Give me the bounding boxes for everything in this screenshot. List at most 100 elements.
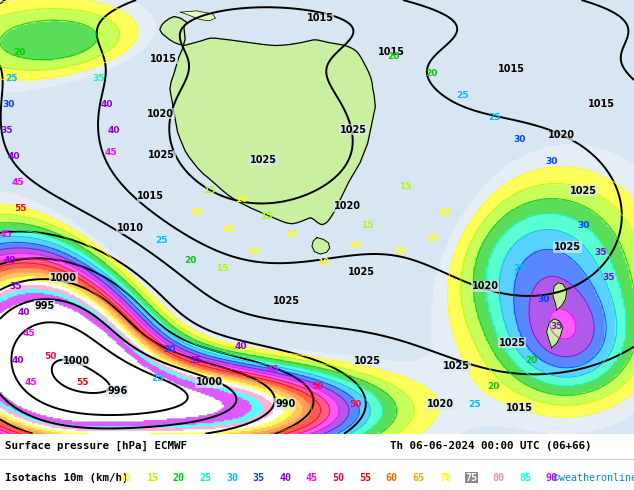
- Text: 35: 35: [602, 273, 615, 282]
- Text: 1000: 1000: [63, 356, 89, 366]
- Text: 85: 85: [519, 472, 531, 483]
- Text: 55: 55: [359, 472, 371, 483]
- Text: 25: 25: [155, 236, 168, 245]
- Text: 990: 990: [275, 399, 295, 409]
- Text: 40: 40: [100, 99, 113, 109]
- Text: 30: 30: [226, 472, 238, 483]
- Text: 1025: 1025: [499, 338, 526, 347]
- Text: 50: 50: [333, 472, 344, 483]
- Text: 35: 35: [253, 472, 264, 483]
- Text: 1025: 1025: [443, 362, 470, 371]
- Text: 40: 40: [280, 472, 291, 483]
- Text: 30: 30: [3, 99, 15, 109]
- Text: 15: 15: [216, 265, 228, 273]
- Text: 35: 35: [595, 248, 607, 257]
- Text: 45: 45: [0, 230, 13, 239]
- Text: 10: 10: [349, 241, 361, 249]
- Text: 20: 20: [525, 356, 538, 366]
- Text: 10: 10: [285, 230, 298, 239]
- Text: 1020: 1020: [548, 130, 575, 140]
- Text: 35: 35: [189, 356, 202, 366]
- Polygon shape: [553, 283, 567, 310]
- Text: 25: 25: [151, 374, 164, 383]
- Text: 1015: 1015: [307, 13, 333, 23]
- Text: 20: 20: [387, 52, 399, 61]
- Text: 75: 75: [466, 472, 477, 483]
- Text: 50: 50: [311, 382, 323, 392]
- Text: 45: 45: [24, 378, 37, 387]
- Text: Isotachs 10m (km/h): Isotachs 10m (km/h): [5, 472, 129, 483]
- Text: 40: 40: [8, 151, 20, 161]
- Text: 1010: 1010: [117, 223, 144, 233]
- Text: Surface pressure [hPa] ECMWF: Surface pressure [hPa] ECMWF: [5, 441, 187, 451]
- Text: 1025: 1025: [554, 242, 581, 252]
- Text: 25: 25: [200, 472, 211, 483]
- Text: 10: 10: [222, 225, 235, 234]
- Text: 10: 10: [425, 234, 437, 243]
- Text: 45: 45: [22, 329, 35, 339]
- Text: 1025: 1025: [250, 155, 276, 166]
- Text: 1000: 1000: [196, 377, 223, 388]
- Text: 1025: 1025: [354, 356, 381, 366]
- Text: ©weatheronline.co.uk: ©weatheronline.co.uk: [553, 472, 634, 483]
- Text: 45: 45: [105, 148, 117, 157]
- Text: 1015: 1015: [378, 47, 405, 57]
- Text: 10: 10: [247, 247, 260, 256]
- Text: 30: 30: [538, 294, 550, 304]
- Text: 10: 10: [393, 247, 406, 256]
- Text: 25: 25: [468, 400, 481, 409]
- Text: 1015: 1015: [507, 403, 533, 413]
- Text: 10: 10: [190, 208, 203, 217]
- Polygon shape: [181, 11, 216, 21]
- Text: 1020: 1020: [147, 109, 174, 119]
- Text: 1015: 1015: [588, 99, 614, 109]
- Text: 25: 25: [488, 113, 501, 122]
- Text: 1025: 1025: [340, 124, 366, 135]
- Text: 1025: 1025: [273, 296, 300, 306]
- Text: Th 06-06-2024 00:00 UTC (06+66): Th 06-06-2024 00:00 UTC (06+66): [390, 441, 592, 451]
- Text: 20: 20: [425, 69, 437, 78]
- Text: 1020: 1020: [427, 399, 454, 409]
- Text: 15: 15: [203, 186, 216, 196]
- Text: 35: 35: [92, 74, 105, 82]
- Text: 30: 30: [545, 157, 558, 166]
- Text: 1020: 1020: [334, 201, 361, 211]
- Text: 40: 40: [11, 356, 24, 366]
- Text: 60: 60: [386, 472, 398, 483]
- Text: 1000: 1000: [50, 272, 77, 283]
- Text: 15: 15: [260, 212, 273, 221]
- Text: 40: 40: [235, 343, 247, 351]
- Text: 10: 10: [317, 258, 330, 267]
- Text: 30: 30: [577, 221, 590, 230]
- Text: 25: 25: [456, 91, 469, 100]
- Text: 1025: 1025: [570, 186, 597, 196]
- Text: 45: 45: [266, 365, 279, 374]
- Text: 20: 20: [184, 256, 197, 265]
- Text: 40: 40: [18, 308, 30, 317]
- Text: 20: 20: [487, 382, 500, 392]
- Text: 80: 80: [493, 472, 504, 483]
- Text: 45: 45: [11, 178, 24, 187]
- Text: 45: 45: [306, 472, 318, 483]
- Text: 30: 30: [514, 135, 526, 144]
- Text: 1015: 1015: [138, 191, 164, 201]
- Text: 40: 40: [3, 256, 16, 265]
- Text: 25: 25: [5, 74, 18, 82]
- Text: 35: 35: [0, 125, 13, 135]
- Text: 996: 996: [107, 386, 127, 396]
- Text: 50: 50: [44, 352, 57, 361]
- Polygon shape: [160, 17, 375, 224]
- Text: 15: 15: [361, 221, 374, 230]
- Text: 55: 55: [14, 204, 27, 213]
- Text: 50: 50: [349, 400, 361, 409]
- Text: 65: 65: [413, 472, 424, 483]
- Text: 1015: 1015: [498, 64, 524, 74]
- Text: 1025: 1025: [348, 268, 375, 277]
- Text: 1025: 1025: [148, 150, 175, 160]
- Polygon shape: [312, 238, 330, 254]
- Text: 995: 995: [34, 301, 55, 311]
- Text: 1020: 1020: [472, 281, 498, 291]
- Text: 25: 25: [514, 265, 526, 273]
- Text: 10: 10: [437, 208, 450, 217]
- Text: 40: 40: [108, 125, 120, 135]
